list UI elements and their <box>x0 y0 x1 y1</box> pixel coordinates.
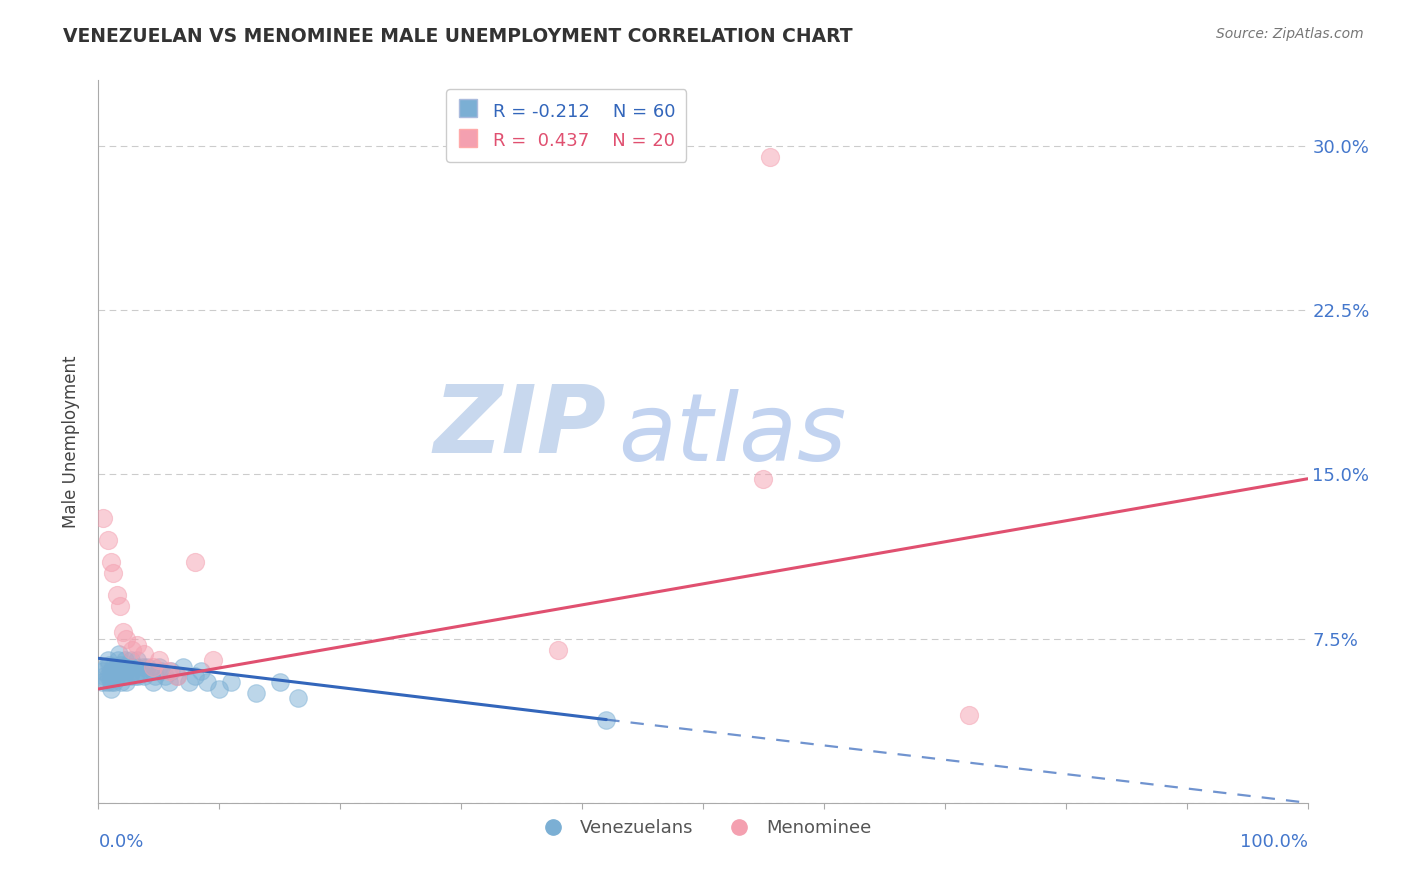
Point <box>105 660 128 674</box>
Point <box>120 653 142 667</box>
Point <box>208 681 231 696</box>
Point <box>100 555 122 569</box>
Point <box>172 660 194 674</box>
Text: 0.0%: 0.0% <box>98 833 143 851</box>
Point <box>91 665 114 679</box>
Point <box>157 665 180 679</box>
Point <box>957 708 980 723</box>
Point <box>108 657 131 672</box>
Point <box>547 642 569 657</box>
Point <box>101 660 124 674</box>
Point <box>190 665 212 679</box>
Point <box>129 665 152 679</box>
Point <box>105 588 128 602</box>
Point <box>134 647 156 661</box>
Point <box>108 665 131 679</box>
Point <box>121 665 143 679</box>
Point <box>91 675 114 690</box>
Point <box>115 675 138 690</box>
Text: 100.0%: 100.0% <box>1240 833 1308 851</box>
Point <box>121 642 143 657</box>
Point <box>269 675 291 690</box>
Point <box>142 660 165 674</box>
Point <box>118 660 141 674</box>
Point <box>758 150 780 164</box>
Point <box>157 675 180 690</box>
Point <box>287 690 309 705</box>
Point <box>98 657 121 672</box>
Point <box>103 675 125 690</box>
Point <box>91 511 114 525</box>
Point <box>195 675 218 690</box>
Point <box>135 660 157 674</box>
Text: ZIP: ZIP <box>433 381 606 473</box>
Point <box>100 675 122 690</box>
Point <box>752 472 775 486</box>
Point <box>101 669 124 683</box>
Point <box>105 669 128 683</box>
Point <box>96 675 118 690</box>
Text: VENEZUELAN VS MENOMINEE MALE UNEMPLOYMENT CORRELATION CHART: VENEZUELAN VS MENOMINEE MALE UNEMPLOYMEN… <box>63 27 853 45</box>
Point <box>118 669 141 683</box>
Point <box>184 669 207 683</box>
Point <box>245 686 267 700</box>
Point <box>93 669 115 683</box>
Point <box>97 653 120 667</box>
Point <box>100 669 122 683</box>
Point <box>100 665 122 679</box>
Point <box>108 599 131 613</box>
Point <box>111 660 134 674</box>
Point <box>150 665 173 679</box>
Y-axis label: Male Unemployment: Male Unemployment <box>62 355 80 528</box>
Point <box>97 533 120 547</box>
Point <box>101 566 124 580</box>
Point <box>114 665 136 679</box>
Point <box>127 638 149 652</box>
Point <box>160 665 183 679</box>
Point <box>108 647 131 661</box>
Point <box>202 653 225 667</box>
Legend: Venezuelans, Menominee: Venezuelans, Menominee <box>527 812 879 845</box>
Point <box>166 669 188 683</box>
Point <box>148 660 170 674</box>
Point <box>153 669 176 683</box>
Text: atlas: atlas <box>619 389 846 480</box>
Point <box>184 555 207 569</box>
Text: Source: ZipAtlas.com: Source: ZipAtlas.com <box>1216 27 1364 41</box>
Point <box>127 653 149 667</box>
Point <box>100 681 122 696</box>
Point <box>94 660 117 674</box>
Point <box>179 675 201 690</box>
Point <box>148 653 170 667</box>
Point <box>166 669 188 683</box>
Point <box>103 665 125 679</box>
Point <box>138 665 160 679</box>
Point <box>127 669 149 683</box>
Point <box>115 632 138 646</box>
Point <box>595 713 617 727</box>
Point <box>142 675 165 690</box>
Point <box>107 653 129 667</box>
Point <box>125 660 148 674</box>
Point <box>221 675 243 690</box>
Point <box>97 669 120 683</box>
Point <box>143 669 166 683</box>
Point <box>134 669 156 683</box>
Point <box>111 625 134 640</box>
Point <box>110 675 132 690</box>
Point <box>112 669 135 683</box>
Point <box>132 660 155 674</box>
Point <box>124 669 146 683</box>
Point <box>114 653 136 667</box>
